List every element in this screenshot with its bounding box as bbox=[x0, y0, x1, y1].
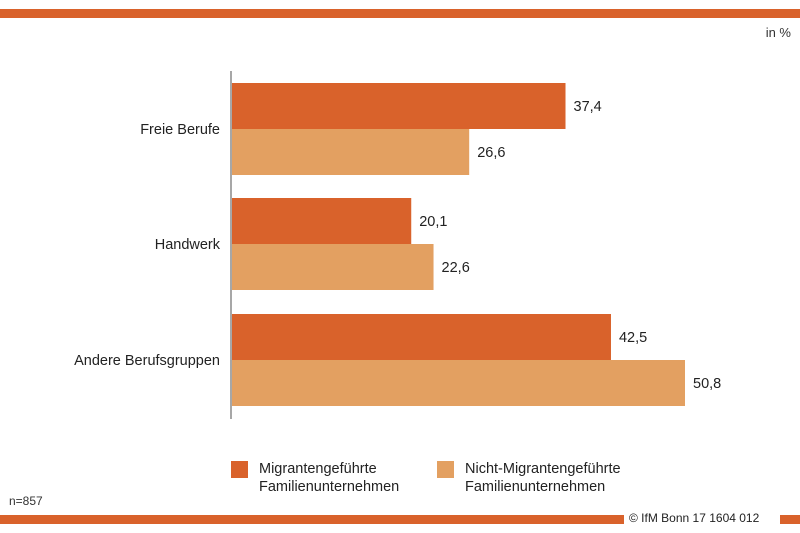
legend-item-migrant: Migrantengeführte Familienunternehmen bbox=[231, 460, 449, 496]
unit-label: in % bbox=[765, 25, 791, 40]
bar-value-label: 22,6 bbox=[442, 260, 470, 276]
bottom-accent-bar-end bbox=[780, 515, 800, 524]
bar-value-label: 42,5 bbox=[619, 330, 647, 346]
legend-swatch-migrant bbox=[231, 461, 248, 478]
legend-label-migrant: Migrantengeführte Familienunternehmen bbox=[259, 461, 400, 495]
bar-value-label: 50,8 bbox=[693, 376, 721, 392]
bar-value-label: 37,4 bbox=[574, 99, 602, 115]
bottom-accent-bar bbox=[0, 515, 624, 524]
bar-value-label: 26,6 bbox=[477, 145, 505, 161]
category-label: Handwerk bbox=[155, 237, 221, 253]
category-label: Andere Berufsgruppen bbox=[74, 353, 220, 369]
legend-swatch-non-migrant bbox=[437, 461, 454, 478]
bar-non-migrant bbox=[232, 244, 434, 290]
bar-migrant bbox=[232, 198, 412, 244]
legend: Migrantengeführte Familienunternehmen Ni… bbox=[0, 460, 800, 500]
legend-label-non-migrant: Nicht-Migrantengeführte Familienunterneh… bbox=[465, 461, 621, 495]
bar-value-label: 20,1 bbox=[419, 214, 447, 230]
sample-size-note: n=857 bbox=[9, 494, 43, 508]
bar-migrant bbox=[232, 314, 611, 360]
bar-non-migrant bbox=[232, 129, 470, 175]
top-accent-bar bbox=[0, 9, 800, 18]
bar-non-migrant bbox=[232, 360, 685, 406]
bar-migrant bbox=[232, 83, 566, 129]
category-label: Freie Berufe bbox=[140, 122, 220, 138]
legend-item-non-migrant: Nicht-Migrantengeführte Familienunterneh… bbox=[437, 460, 695, 496]
copyright-notice: © IfM Bonn 17 1604 012 bbox=[629, 511, 760, 525]
